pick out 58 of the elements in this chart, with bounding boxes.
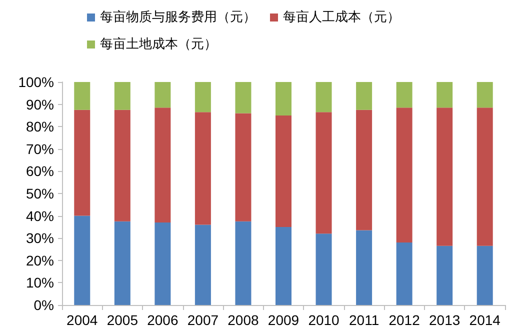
- bar: [276, 226, 292, 305]
- bar: [436, 246, 453, 305]
- bar: [114, 82, 130, 110]
- legend-label: 每亩土地成本（元）: [100, 36, 217, 52]
- x-tick-label: 2005: [106, 312, 138, 328]
- bar: [74, 110, 90, 216]
- bar: [356, 82, 372, 110]
- bar: [114, 221, 130, 305]
- bar: [316, 112, 332, 234]
- x-tick-label: 2014: [469, 312, 501, 328]
- bar: [396, 108, 412, 243]
- bar: [396, 82, 412, 108]
- bar: [154, 222, 171, 305]
- bar: [194, 112, 211, 225]
- bar: [194, 224, 211, 305]
- bar: [74, 82, 90, 110]
- y-tick-label: 60%: [26, 163, 54, 180]
- bar: [194, 82, 211, 112]
- y-tick-label: 70%: [26, 140, 54, 157]
- y-tick-label: 100%: [18, 74, 54, 90]
- bar: [396, 242, 412, 305]
- legend-label: 每亩物质与服务费用（元）: [100, 9, 256, 25]
- bar: [436, 108, 453, 246]
- y-tick-label: 50%: [26, 186, 54, 202]
- bar: [316, 82, 332, 112]
- x-tick-label: 2006: [147, 312, 178, 328]
- bar: [235, 82, 252, 114]
- bar: [235, 113, 252, 222]
- x-tick-label: 2012: [388, 312, 420, 328]
- x-tick-label: 2009: [268, 312, 300, 328]
- bar: [476, 108, 493, 246]
- bar: [154, 108, 171, 222]
- bar: [316, 234, 332, 305]
- x-tick-label: 2011: [348, 312, 380, 328]
- bar: [114, 110, 130, 222]
- x-tick-label: 2010: [308, 312, 340, 328]
- bar: [74, 216, 90, 305]
- bar: [356, 110, 372, 230]
- bar: [476, 82, 493, 108]
- x-tick-label: 2008: [228, 312, 260, 328]
- bar: [235, 221, 252, 305]
- bar: [436, 82, 453, 108]
- y-tick-label: 10%: [26, 274, 54, 291]
- y-tick-label: 30%: [26, 230, 54, 246]
- y-tick-label: 80%: [26, 118, 54, 135]
- bar: [276, 115, 292, 227]
- y-tick-label: 90%: [26, 96, 54, 112]
- bar: [276, 82, 292, 116]
- y-tick-label: 40%: [26, 208, 54, 224]
- bar: [154, 82, 171, 108]
- x-tick-label: 2013: [429, 312, 460, 328]
- y-tick-label: 0%: [34, 297, 54, 313]
- x-tick-label: 2004: [66, 312, 98, 328]
- x-tick-label: 2007: [187, 312, 219, 328]
- y-tick-label: 20%: [26, 252, 54, 268]
- legend-label: 每亩人工成本（元）: [283, 9, 400, 25]
- bar: [356, 230, 372, 305]
- bar: [476, 246, 493, 305]
